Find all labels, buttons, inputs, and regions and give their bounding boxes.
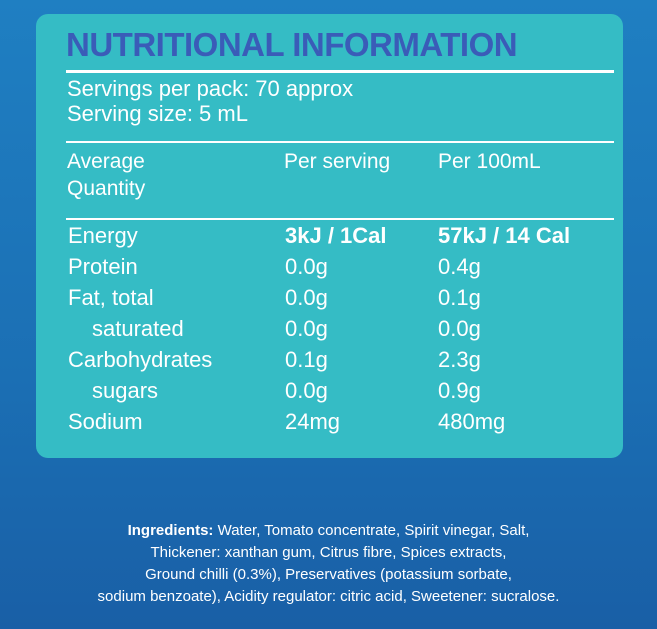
nutrient-name: Fat, total [68, 285, 154, 310]
nutrition-title: NUTRITIONAL INFORMATION [66, 26, 518, 63]
row-energy: Energy 3kJ / 1Cal 57kJ / 14 Cal [36, 220, 623, 251]
nutrient-name: Sodium [68, 409, 143, 434]
servings-divider [66, 141, 614, 143]
ingredients-line-2: Thickener: xanthan gum, Citrus fibre, Sp… [150, 544, 507, 561]
ingredients-list: Ingredients: Water, Tomato concentrate, … [8, 520, 649, 608]
header-quantity: Quantity [67, 177, 146, 200]
header-per-serving: Per serving [284, 150, 391, 173]
header-average: Average [67, 150, 145, 173]
header-per-100ml: Per 100mL [438, 150, 541, 173]
ingredients-line-4: sodium benzoate), Acidity regulator: cit… [97, 588, 560, 605]
nutrient-name: Carbohydrates [68, 347, 213, 372]
header-divider [66, 218, 614, 220]
nutrient-name: sugars [92, 378, 159, 403]
per-serving-value: 0.0g [285, 285, 328, 310]
per-serving-value: 0.0g [285, 316, 328, 341]
row-protein: Protein 0.0g 0.4g [36, 251, 623, 282]
per-serving-value: 0.0g [285, 254, 328, 279]
nutrient-name: saturated [92, 316, 184, 341]
row-sugars: sugars 0.0g 0.9g [36, 375, 623, 406]
serving-size: Serving size: 5 mL [67, 101, 248, 126]
servings-per-pack: Servings per pack: 70 approx [67, 76, 354, 101]
ingredients-line-3: Ground chilli (0.3%), Preservatives (pot… [145, 566, 512, 583]
row-sodium: Sodium 24mg 480mg [36, 406, 623, 437]
per-serving-value: 24mg [285, 409, 341, 434]
per-serving-value: 0.1g [285, 347, 328, 372]
per-100ml-value: 2.3g [438, 347, 481, 372]
nutrition-panel: NUTRITIONAL INFORMATION Servings per pac… [36, 14, 623, 458]
header-average-quantity: Average Quantity [67, 148, 145, 202]
ingredients-text-1: Water, Tomato concentrate, Spirit vinega… [217, 522, 530, 539]
per-100ml-value: 0.1g [438, 285, 481, 310]
ingredients-label: Ingredients: [127, 522, 214, 539]
ingredients-line-1: Ingredients: Water, Tomato concentrate, … [8, 520, 649, 542]
row-saturated: saturated 0.0g 0.0g [36, 313, 623, 344]
row-carbohydrates: Carbohydrates 0.1g 2.3g [36, 344, 623, 375]
nutrient-name: Protein [68, 254, 138, 279]
per-100ml-value: 480mg [438, 409, 506, 434]
title-divider [66, 70, 614, 73]
row-fat-total: Fat, total 0.0g 0.1g [36, 282, 623, 313]
per-100ml-value: 57kJ / 14 Cal [438, 223, 571, 248]
per-serving-value: 0.0g [285, 378, 328, 403]
per-100ml-value: 0.9g [438, 378, 481, 403]
per-serving-value: 3kJ / 1Cal [285, 223, 387, 248]
per-100ml-value: 0.4g [438, 254, 481, 279]
per-100ml-value: 0.0g [438, 316, 481, 341]
nutrient-name: Energy [68, 223, 138, 248]
